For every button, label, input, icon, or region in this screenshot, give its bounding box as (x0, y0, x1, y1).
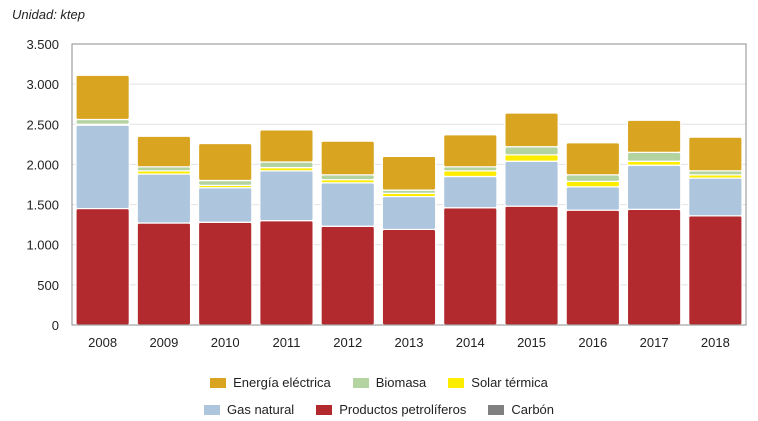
bar-energia-electrica-2009 (136, 135, 192, 168)
bar-biomasa-2011 (259, 161, 314, 169)
legend-row-2: Gas natural Productos petrolíferos Carbón (0, 402, 758, 417)
x-tick-label: 2011 (272, 335, 300, 350)
bar-energia-electrica-2016 (565, 142, 621, 176)
bar-productos-petroliferos-2011 (259, 220, 314, 326)
bar-energia-electrica-2017 (626, 119, 682, 153)
bar-productos-petroliferos-2010 (197, 221, 253, 326)
bar-biomasa-2016 (565, 174, 621, 182)
bar-biomasa-2015 (504, 146, 559, 156)
y-tick-label: 2.000 (26, 157, 59, 172)
x-tick-label: 2018 (701, 335, 730, 350)
bar-solar-termica-2016 (565, 180, 621, 188)
legend-item-solar-termica: Solar térmica (448, 375, 548, 390)
plot-frame (71, 43, 747, 326)
bar-energia-electrica-2013 (381, 155, 437, 191)
bar-biomasa-2008 (75, 118, 130, 125)
legend-swatch (203, 404, 220, 415)
y-tick-label: 2.500 (26, 117, 59, 132)
bar-productos-petroliferos-2016 (565, 209, 621, 326)
x-tick-label: 2016 (578, 335, 607, 350)
bar-energia-electrica-2018 (688, 136, 743, 172)
bar-productos-petroliferos-2009 (136, 222, 192, 326)
bar-gas-natural-2017 (626, 164, 682, 210)
bar-solar-termica-2015 (504, 154, 559, 162)
bar-gas-natural-2012 (320, 182, 375, 227)
bar-energia-electrica-2015 (504, 112, 559, 148)
legend-item-carbon: Carbón (488, 402, 554, 417)
bar-energia-electrica-2008 (75, 74, 130, 121)
bar-biomasa-2009 (136, 166, 192, 172)
bar-productos-petroliferos-2012 (320, 225, 375, 326)
y-tick-label: 1.500 (26, 198, 59, 213)
x-tick-label: 2017 (640, 335, 669, 350)
legend-label: Solar térmica (471, 375, 548, 390)
x-tick-label: 2012 (333, 335, 362, 350)
bar-energia-electrica-2011 (259, 129, 314, 163)
bar-productos-petroliferos-2018 (688, 215, 743, 326)
bar-gas-natural-2015 (504, 160, 559, 207)
legend-swatch (488, 404, 505, 415)
legend-item-biomasa: Biomasa (352, 375, 427, 390)
bar-biomasa-2010 (197, 179, 253, 186)
bar-gas-natural-2009 (136, 173, 192, 224)
bar-gas-natural-2014 (443, 175, 498, 209)
legend-label: Carbón (511, 402, 555, 417)
y-tick-label: 1.000 (26, 238, 59, 253)
bar-productos-petroliferos-2014 (443, 207, 498, 326)
bar-productos-petroliferos-2015 (504, 205, 559, 326)
bar-gas-natural-2018 (688, 177, 743, 217)
bar-biomasa-2017 (626, 151, 682, 162)
legend-item-gas-natural: Gas natural (203, 402, 295, 417)
unit-label: Unidad: ktep (12, 7, 85, 22)
bar-solar-termica-2014 (443, 170, 498, 178)
bar-biomasa-2014 (443, 166, 498, 172)
x-tick-label: 2015 (517, 335, 546, 350)
x-tick-label: 2010 (211, 335, 240, 350)
bar-biomasa-2018 (688, 170, 743, 176)
bar-energia-electrica-2014 (443, 134, 498, 168)
y-tick-label: 0 (52, 318, 59, 333)
bar-gas-natural-2013 (381, 195, 437, 231)
legend-label: Gas natural (226, 402, 295, 417)
y-tick-label: 3.000 (26, 77, 59, 92)
bar-energia-electrica-2010 (197, 142, 253, 182)
bar-gas-natural-2016 (565, 186, 621, 211)
legend-swatch (448, 377, 465, 388)
legend-item-energia-electrica: Energía eléctrica (210, 375, 331, 390)
bar-gas-natural-2010 (197, 187, 253, 223)
legend-row-1: Energía eléctrica Biomasa Solar térmica (0, 375, 758, 390)
y-tick-label: 500 (37, 278, 59, 293)
bar-productos-petroliferos-2008 (75, 207, 130, 326)
bar-productos-petroliferos-2013 (381, 228, 437, 326)
legend-label: Productos petrolíferos (339, 402, 467, 417)
legend-swatch (210, 377, 227, 388)
bar-productos-petroliferos-2017 (626, 208, 682, 326)
x-tick-label: 2013 (395, 335, 424, 350)
x-tick-label: 2008 (88, 335, 117, 350)
legend-label: Energía eléctrica (233, 375, 331, 390)
y-tick-label: 3.500 (26, 37, 59, 52)
bar-energia-electrica-2012 (320, 140, 375, 176)
bar-biomasa-2012 (320, 174, 375, 181)
legend-label: Biomasa (375, 375, 427, 390)
legend-swatch (352, 377, 369, 388)
legend-item-productos-petroliferos: Productos petrolíferos (316, 402, 466, 417)
bar-gas-natural-2011 (259, 170, 314, 222)
bar-gas-natural-2008 (75, 124, 130, 210)
x-tick-label: 2014 (456, 335, 485, 350)
stacked-bar-chart: 0 500 1.000 1.500 2.000 2.500 3.000 3.500 2008 20… (26, 37, 747, 350)
legend-swatch (316, 404, 333, 415)
x-tick-label: 2009 (149, 335, 178, 350)
bar-solar-termica-2017 (626, 160, 682, 166)
